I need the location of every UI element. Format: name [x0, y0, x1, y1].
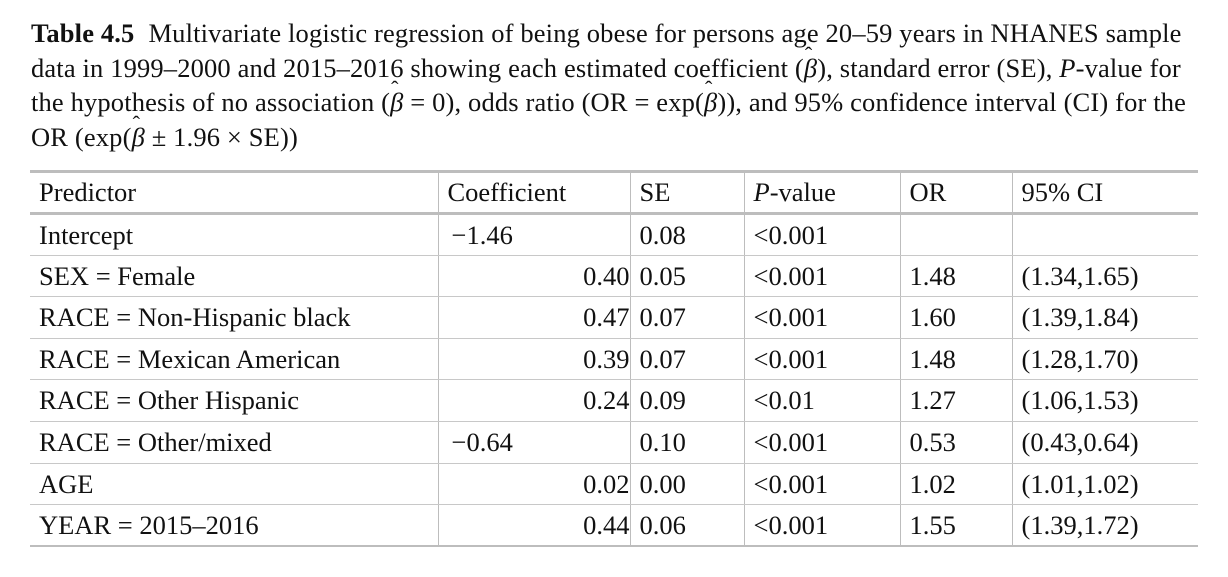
cell-coefficient: 0.02 [437, 463, 630, 506]
beta-hat-symbol: β [390, 72, 403, 120]
cell-or: 0.53 [899, 421, 1012, 464]
cell-se: 0.06 [629, 504, 744, 548]
beta-hat-symbol: β [704, 72, 717, 120]
cell-p-value: <0.001 [743, 421, 900, 464]
regression-table: Predictor Coefficient SE P-value OR 95% … [30, 170, 1198, 548]
table-body: Intercept −1.46 0.08 <0.001 SEX = Female 0.40… [30, 213, 1198, 548]
table-row: AGE 0.02 0.00 <0.001 1.02 (1.01,1.02) [30, 463, 1198, 506]
header-ci: 95% CI [1011, 170, 1198, 215]
cell-p-value: <0.001 [743, 504, 900, 548]
header-coefficient: Coefficient [437, 170, 630, 215]
table-row: RACE = Other Hispanic 0.24 0.09 <0.01 1.27 (1… [30, 379, 1198, 422]
table-row: RACE = Non-Hispanic black 0.47 0.07 <0.001 1… [30, 296, 1198, 339]
caption-text: )), and 95% confidence interval (CI) for… [31, 87, 1187, 152]
cell-ci: (1.28,1.70) [1011, 338, 1198, 381]
cell-coefficient: −1.46 [437, 213, 630, 256]
cell-ci: (1.39,1.72) [1011, 504, 1198, 548]
p-value-suffix: -value [769, 177, 836, 208]
cell-coefficient: 0.24 [437, 379, 630, 422]
cell-p-value: <0.001 [743, 338, 900, 381]
beta-hat-symbol: β [132, 107, 145, 155]
cell-predictor: SEX = Female [30, 255, 438, 298]
cell-predictor: RACE = Mexican American [30, 338, 438, 381]
caption-text: ), standard error (SE), [817, 52, 1060, 83]
cell-predictor: Intercept [30, 213, 438, 256]
header-row: Predictor Coefficient SE P-value OR 95% … [30, 170, 1198, 215]
cell-coefficient: 0.39 [437, 338, 630, 381]
cell-se: 0.05 [629, 255, 744, 298]
table-header: Predictor Coefficient SE P-value OR 95% … [30, 170, 1198, 215]
cell-ci: (1.34,1.65) [1011, 255, 1198, 298]
cell-se: 0.10 [629, 421, 744, 464]
p-symbol: P [753, 177, 770, 208]
cell-se: 0.07 [629, 296, 744, 339]
cell-ci [1011, 213, 1198, 256]
cell-or: 1.02 [899, 463, 1012, 506]
cell-predictor: YEAR = 2015–2016 [30, 504, 438, 548]
table-row: Intercept −1.46 0.08 <0.001 [30, 213, 1198, 256]
cell-ci: (1.06,1.53) [1011, 379, 1198, 422]
cell-or [899, 213, 1012, 256]
cell-ci: (1.39,1.84) [1011, 296, 1198, 339]
table-row: RACE = Mexican American 0.39 0.07 <0.001 1.4… [30, 338, 1198, 381]
header-or: OR [899, 170, 1012, 215]
cell-ci: (1.01,1.02) [1011, 463, 1198, 506]
header-predictor: Predictor [30, 170, 438, 215]
cell-se: 0.07 [629, 338, 744, 381]
caption-text: ± 1.96 × SE)) [144, 121, 298, 152]
beta-hat-symbol: β [804, 38, 817, 86]
cell-p-value: <0.001 [743, 296, 900, 339]
cell-or: 1.55 [899, 504, 1012, 548]
cell-coefficient: −0.64 [437, 421, 630, 464]
caption-text: Multivariate logistic regression of bein… [31, 18, 1182, 83]
header-se: SE [629, 170, 744, 215]
cell-coefficient: 0.44 [437, 504, 630, 548]
cell-predictor: RACE = Non-Hispanic black [30, 296, 438, 339]
cell-or: 1.27 [899, 379, 1012, 422]
cell-p-value: <0.001 [743, 255, 900, 298]
table-row: YEAR = 2015–2016 0.44 0.06 <0.001 1.55 (1.39,… [30, 504, 1198, 548]
caption-text: = 0), odds ratio (OR = exp( [403, 87, 704, 117]
cell-coefficient: 0.40 [437, 255, 630, 298]
cell-se: 0.08 [629, 213, 744, 256]
cell-or: 1.48 [899, 255, 1012, 298]
cell-se: 0.09 [629, 379, 744, 422]
p-symbol: P [1059, 52, 1076, 83]
table-label: Table 4.5 [31, 18, 135, 48]
cell-or: 1.48 [899, 338, 1012, 381]
cell-p-value: <0.001 [743, 213, 900, 256]
cell-p-value: <0.01 [743, 379, 900, 422]
cell-or: 1.60 [899, 296, 1012, 339]
cell-p-value: <0.001 [743, 463, 900, 506]
header-p-value: P-value [743, 170, 900, 215]
cell-coefficient: 0.47 [437, 296, 630, 339]
table-row: SEX = Female 0.40 0.05 <0.001 1.48 (1.34,1.65… [30, 255, 1198, 298]
cell-se: 0.00 [629, 463, 744, 506]
cell-predictor: RACE = Other Hispanic [30, 379, 438, 422]
cell-predictor: AGE [30, 463, 438, 506]
table-row: RACE = Other/mixed −0.64 0.10 <0.001 0.53 (0.… [30, 421, 1198, 464]
cell-ci: (0.43,0.64) [1011, 421, 1198, 464]
table-caption: Table 4.5 Multivariate logistic regressio… [31, 16, 1201, 154]
cell-predictor: RACE = Other/mixed [30, 421, 438, 464]
caption-text: -value for the hypothesis of no associat… [31, 52, 1181, 118]
